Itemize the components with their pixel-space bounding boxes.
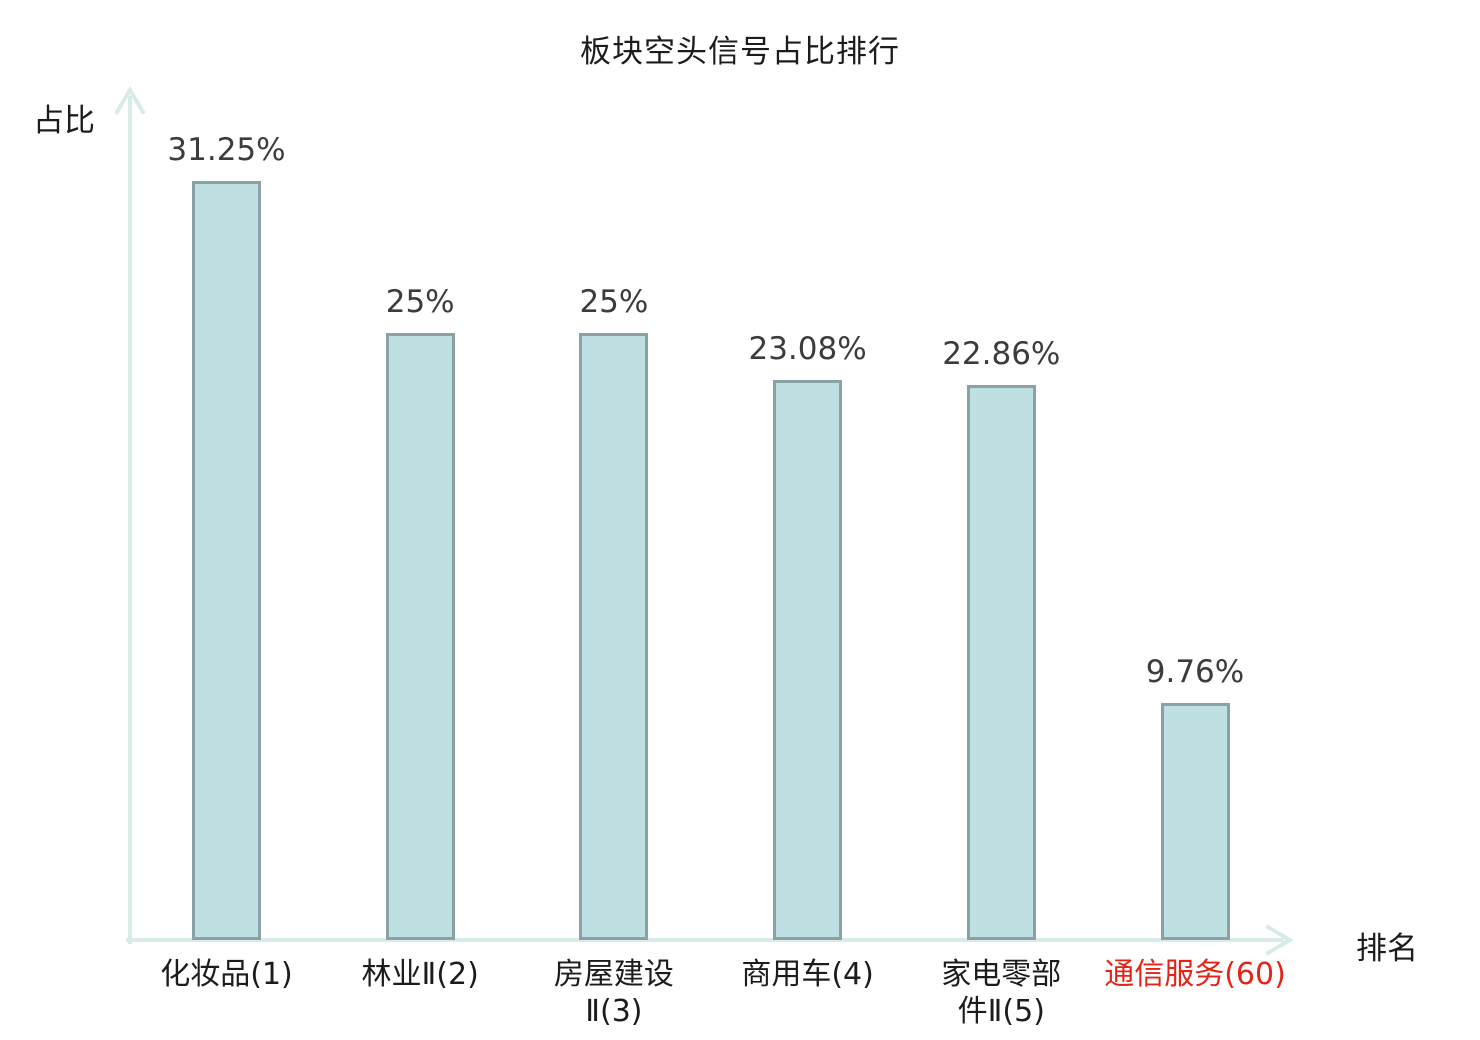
x-axis-arrow-icon — [1265, 924, 1294, 956]
bar — [966, 385, 1036, 940]
bar-category-label: 商用车(4) — [741, 957, 874, 992]
chart-title: 板块空头信号占比排行 — [580, 34, 900, 70]
bar-value-label: 25% — [385, 284, 455, 320]
bar-value-label: 9.76% — [1145, 654, 1245, 690]
bar-category-label: 房屋建设 Ⅱ(3) — [553, 957, 674, 1029]
bar — [773, 380, 843, 940]
bar — [385, 333, 455, 940]
bar-value-label: 31.25% — [167, 132, 286, 168]
bar-value-label: 25% — [579, 284, 649, 320]
bar-category-label: 林业Ⅱ(2) — [361, 957, 479, 992]
x-axis-label: 排名 — [1356, 931, 1418, 967]
bar-category-label: 通信服务(60) — [1104, 957, 1286, 992]
y-axis-arrow-icon — [114, 86, 146, 115]
bar — [1160, 703, 1230, 940]
y-axis-label: 占比 — [33, 103, 95, 139]
bar-value-label: 23.08% — [748, 331, 867, 367]
bar-category-label: 化妆品(1) — [160, 957, 293, 992]
bar-category-label: 家电零部 件Ⅱ(5) — [941, 957, 1062, 1029]
bar — [579, 333, 649, 940]
bar-value-label: 22.86% — [942, 336, 1061, 372]
bar — [192, 181, 261, 940]
